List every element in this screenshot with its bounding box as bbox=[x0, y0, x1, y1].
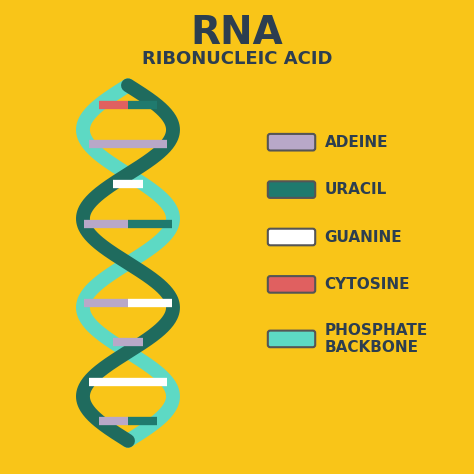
FancyBboxPatch shape bbox=[268, 134, 315, 151]
Text: RNA: RNA bbox=[191, 14, 283, 52]
Text: RIBONUCLEIC ACID: RIBONUCLEIC ACID bbox=[142, 50, 332, 68]
Text: URACIL: URACIL bbox=[325, 182, 387, 197]
Text: ADEINE: ADEINE bbox=[325, 135, 388, 150]
Text: GUANINE: GUANINE bbox=[325, 229, 402, 245]
FancyBboxPatch shape bbox=[268, 181, 315, 198]
FancyBboxPatch shape bbox=[268, 229, 315, 246]
FancyBboxPatch shape bbox=[268, 331, 315, 347]
Text: PHOSPHATE
BACKBONE: PHOSPHATE BACKBONE bbox=[325, 323, 428, 355]
FancyBboxPatch shape bbox=[268, 276, 315, 292]
Text: CYTOSINE: CYTOSINE bbox=[325, 277, 410, 292]
